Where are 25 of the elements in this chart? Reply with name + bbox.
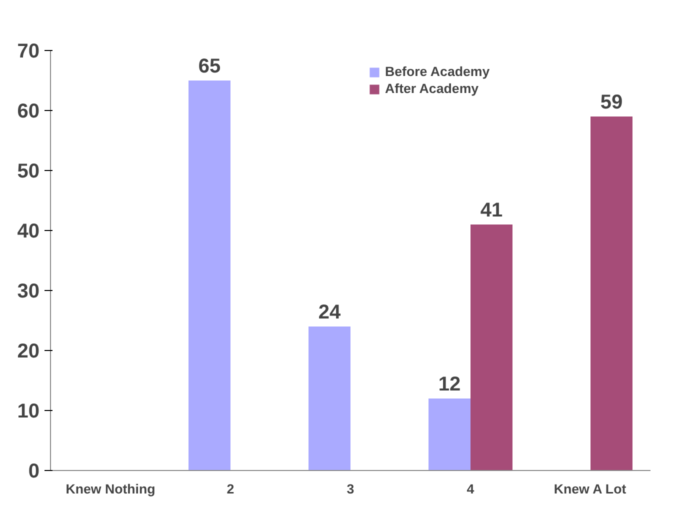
bar — [308, 326, 350, 470]
bar — [188, 80, 230, 470]
data-label: 24 — [318, 302, 342, 324]
x-tick-label: 2 — [226, 482, 234, 496]
x-tick-label: Knew A Lot — [554, 482, 627, 496]
bar — [590, 116, 632, 470]
data-label: 65 — [198, 56, 221, 78]
bar — [428, 398, 470, 470]
x-tick-label: 4 — [466, 482, 475, 496]
y-tick-label: 70 — [17, 40, 40, 62]
data-label: 59 — [600, 92, 623, 114]
y-tick-label: 60 — [17, 100, 40, 122]
data-label: 12 — [438, 374, 461, 396]
y-tick-label: 10 — [17, 400, 40, 422]
legend-label: After Academy — [385, 81, 479, 96]
x-tick-label: Knew Nothing — [66, 482, 156, 496]
y-tick-label: 0 — [28, 460, 40, 482]
x-tick-label: 3 — [346, 482, 354, 496]
y-tick-label: 20 — [17, 340, 40, 362]
bar — [470, 224, 512, 470]
legend-label: Before Academy — [385, 64, 490, 79]
y-tick-label: 50 — [17, 160, 40, 182]
y-tick-label: 40 — [17, 220, 40, 242]
y-tick-label: 30 — [17, 280, 40, 302]
data-label: 41 — [480, 200, 503, 222]
